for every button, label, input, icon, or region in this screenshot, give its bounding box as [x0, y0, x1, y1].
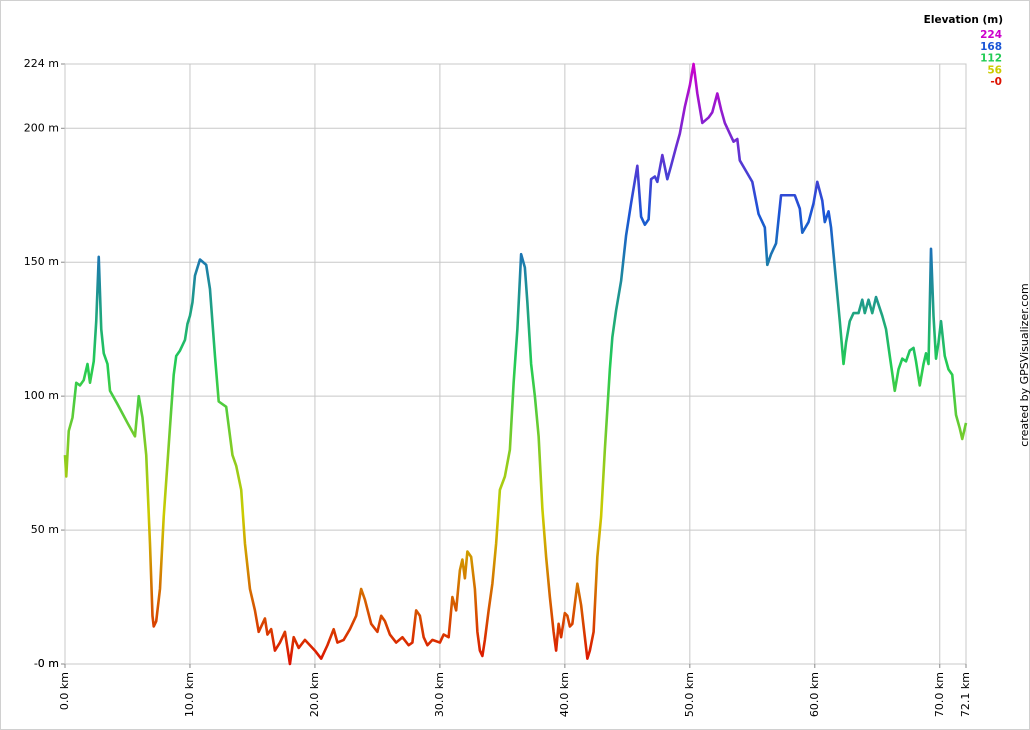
x-tick-label: 70.0 km [933, 672, 946, 717]
y-tick-label: 100 m [24, 389, 59, 402]
x-tick-label: 50.0 km [683, 672, 696, 717]
x-tick-label: 20.0 km [308, 672, 321, 717]
x-tick-label: 40.0 km [558, 672, 571, 717]
legend-value: 56 [987, 64, 1002, 76]
x-tick-label: 30.0 km [433, 672, 446, 717]
legend-title: Elevation (m) [924, 14, 1003, 26]
x-tick-label: 10.0 km [183, 672, 196, 717]
x-tick-label: 60.0 km [808, 672, 821, 717]
y-tick-label: 200 m [24, 121, 59, 134]
y-tick-label: 50 m [31, 523, 59, 536]
y-tick-label: 224 m [24, 57, 59, 70]
credit: created by GPSVisualizer.com [1018, 283, 1030, 446]
y-tick-label: 150 m [24, 255, 59, 268]
legend-value: -0 [990, 76, 1002, 88]
y-tick-label: -0 m [34, 657, 59, 670]
elevation-line [63, 62, 968, 666]
y-tick-label: 0 m [38, 657, 59, 670]
x-tick-label: 72.1 km [959, 672, 972, 717]
legend-value: 168 [980, 41, 1002, 53]
legend-value: 112 [980, 53, 1002, 65]
legend-value: 224 [980, 29, 1002, 41]
x-tick-label: 0.0 km [58, 672, 71, 710]
